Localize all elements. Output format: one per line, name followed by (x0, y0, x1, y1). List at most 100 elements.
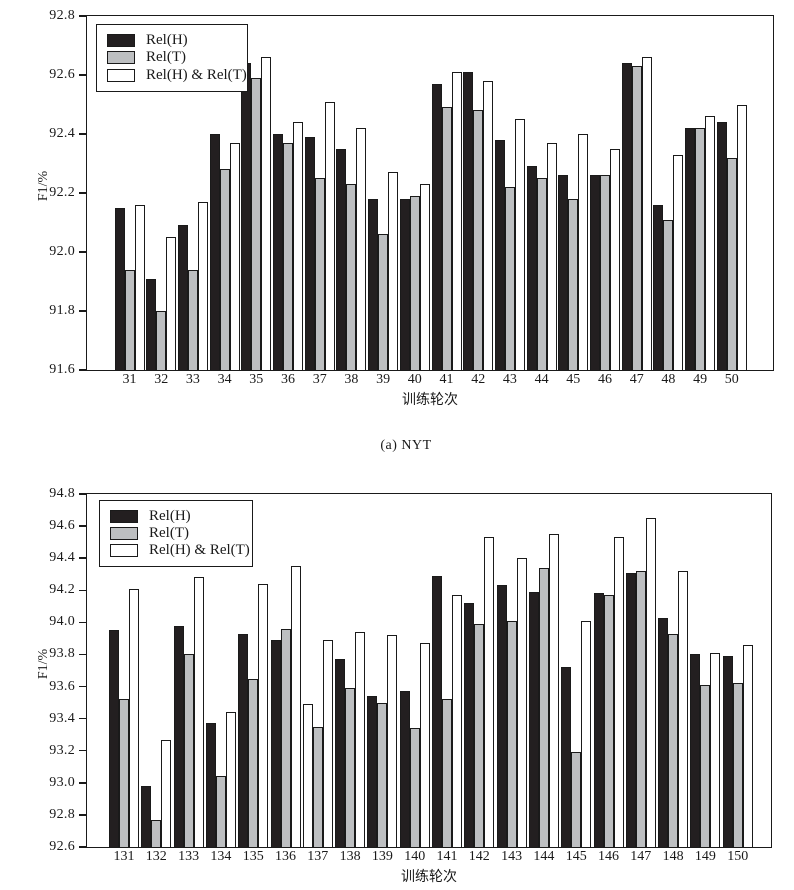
bar (658, 617, 669, 847)
y-tick (79, 589, 86, 592)
white-swatch-icon (107, 68, 135, 82)
x-tick-label: 35 (249, 372, 264, 387)
black-swatch-icon (110, 510, 138, 523)
x-tick-label: 147 (630, 849, 652, 864)
x-tick-label: 37 (312, 372, 327, 387)
bar (726, 157, 737, 370)
y-tick-label: 92.2 (49, 185, 75, 200)
y-tick-label: 93.0 (49, 774, 75, 790)
black-swatch-icon (107, 34, 135, 48)
legend-label: Rel(H) & Rel(T) (149, 542, 250, 558)
bar (700, 684, 711, 847)
bar (451, 72, 462, 370)
bar (304, 136, 315, 370)
x-tick-label: 31 (122, 372, 137, 387)
y-tick-label: 92.4 (49, 126, 75, 141)
y-tick (79, 15, 86, 17)
x-tick-label: 141 (436, 849, 458, 864)
bar (685, 128, 696, 370)
x-tick-label: 148 (662, 849, 684, 864)
legend-item: Rel(T) (110, 525, 240, 542)
x-tick-label: 45 (566, 372, 581, 387)
bar (129, 588, 139, 847)
y-tick (79, 369, 86, 371)
y-tick (79, 846, 86, 848)
bar (631, 66, 642, 370)
x-tick-label: 32 (154, 372, 169, 387)
bar (473, 110, 484, 370)
x-tick-label: 33 (185, 372, 200, 387)
bar (355, 632, 366, 847)
x-tick-label: 144 (533, 849, 555, 864)
bar (314, 178, 325, 370)
bar (504, 187, 515, 370)
y-tick (79, 814, 86, 816)
y-tick (79, 557, 86, 559)
bar (378, 234, 389, 370)
bar (335, 659, 346, 847)
legend-item: Rel(T) (107, 49, 235, 66)
bar (225, 712, 236, 847)
x-tick-label: 39 (376, 372, 391, 387)
bar (293, 122, 303, 370)
x-tick-label: 38 (344, 372, 359, 387)
x-tick-label: 133 (178, 849, 200, 864)
bar (506, 620, 517, 847)
y-tick (79, 685, 86, 688)
bar (613, 537, 624, 847)
bar (536, 178, 547, 370)
y-tick (79, 493, 86, 495)
bar (302, 704, 313, 847)
bar (183, 654, 194, 847)
y-tick-label: 92.8 (49, 806, 75, 822)
bar (280, 628, 291, 847)
y-tick-label: 93.2 (49, 742, 75, 758)
bar (695, 128, 706, 370)
legend-label: Rel(H) (149, 508, 191, 524)
bar (124, 269, 135, 370)
bar (663, 219, 674, 370)
bar (273, 134, 283, 370)
bar (678, 571, 689, 847)
legend-label: Rel(H) & Rel(T) (146, 66, 247, 83)
x-tick-label: 143 (501, 849, 523, 864)
x-tick-label: 36 (281, 372, 295, 387)
gray-swatch-icon (107, 51, 135, 65)
bar (399, 691, 410, 847)
bar (561, 667, 572, 847)
x-tick-label: 135 (242, 849, 264, 864)
bar (215, 776, 226, 847)
bar (603, 595, 614, 847)
x-axis-title-nyt: 训练轮次 (402, 393, 458, 408)
y-tick-label: 93.4 (49, 710, 75, 726)
x-tick-label: 43 (502, 372, 517, 387)
bar (581, 620, 592, 847)
bar (641, 57, 652, 370)
bar (166, 237, 177, 370)
bar (625, 572, 636, 847)
y-tick (79, 74, 86, 76)
bar (134, 204, 145, 370)
x-axis-title-bottom: 训练轮次 (401, 870, 457, 885)
gray-swatch-icon (110, 527, 138, 540)
bar (710, 652, 721, 847)
bar (716, 122, 727, 370)
x-tick-label: 137 (307, 849, 329, 864)
x-tick-label: 139 (371, 849, 393, 864)
legend-item: Rel(H) (110, 508, 240, 525)
bar (368, 198, 379, 370)
y-tick (79, 717, 86, 720)
bar (452, 595, 462, 847)
y-tick (79, 251, 86, 253)
bar (742, 644, 753, 847)
bar (431, 83, 442, 370)
y-tick (79, 310, 86, 312)
bar (238, 633, 249, 847)
legend-label: Rel(H) (146, 32, 188, 49)
bar (673, 154, 684, 370)
bar (251, 77, 262, 370)
x-tick-label: 49 (693, 372, 708, 387)
bar (197, 201, 208, 370)
y-tick (79, 621, 86, 624)
